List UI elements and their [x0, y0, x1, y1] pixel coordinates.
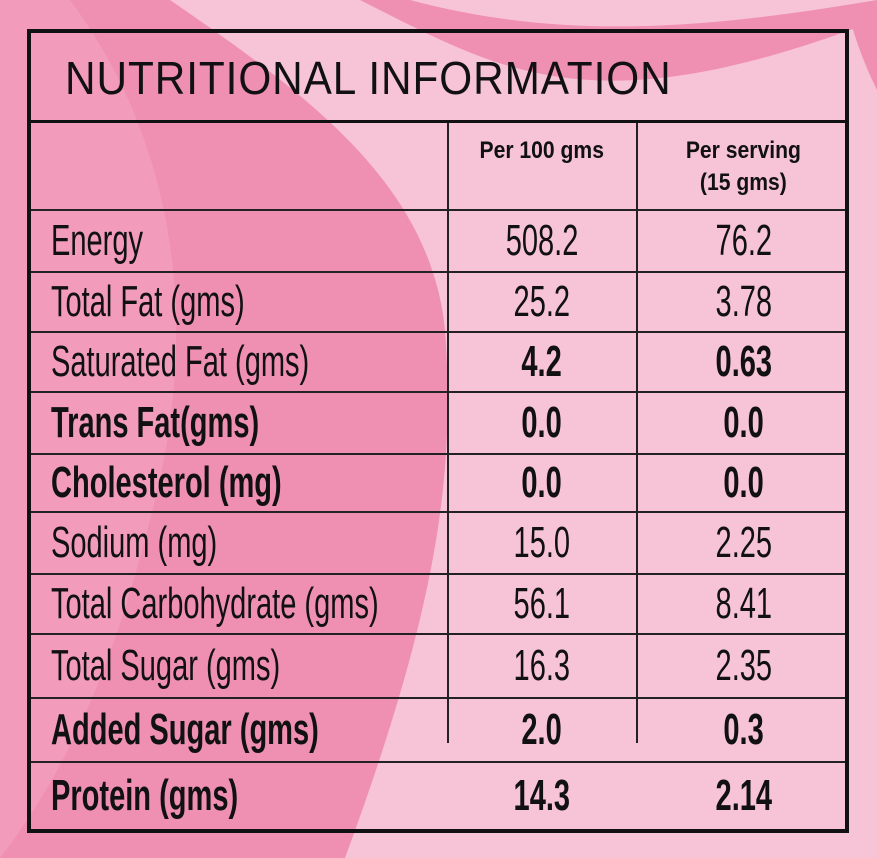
per-100-value-cell: 25.2 — [449, 273, 635, 331]
per-100-value-cell: 508.2 — [449, 211, 635, 271]
per-100-value: 14.3 — [513, 771, 571, 820]
per-100-value: 56.1 — [513, 579, 571, 628]
nutrient-label: Energy — [51, 216, 144, 265]
per-100-value: 0.0 — [521, 398, 563, 447]
nutrient-label-cell: Saturated Fat (gms) — [51, 333, 451, 391]
nutrient-label: Saturated Fat (gms) — [51, 337, 310, 386]
per-serving-value-cell: 3.78 — [638, 273, 849, 331]
column-divider-1 — [447, 123, 449, 743]
per-serving-value: 0.63 — [715, 337, 772, 386]
nutrient-label-cell: Energy — [51, 211, 451, 271]
per-100-value: 2.0 — [521, 705, 563, 754]
nutrient-label: Added Sugar (gms) — [51, 705, 319, 754]
per-serving-value: 8.41 — [715, 579, 772, 628]
per-100-value: 4.2 — [521, 337, 563, 386]
table-row: Total Carbohydrate (gms) 56.1 8.41 — [31, 575, 845, 635]
table-row: Saturated Fat (gms) 4.2 0.63 — [31, 333, 845, 393]
table-row: Sodium (mg) 15.0 2.25 — [31, 513, 845, 575]
per-serving-value-cell: 0.63 — [638, 333, 849, 391]
column-divider-2 — [636, 123, 638, 743]
per-serving-value-cell: 8.41 — [638, 575, 849, 633]
per-serving-value-cell: 2.25 — [638, 513, 849, 573]
table-row: Total Fat (gms) 25.2 3.78 — [31, 273, 845, 333]
per-100-value-cell: 0.0 — [449, 393, 635, 453]
per-serving-value: 2.14 — [715, 771, 772, 820]
per-serving-value: 2.35 — [715, 641, 772, 690]
nutrient-label-cell: Cholesterol (mg) — [51, 455, 451, 511]
nutrient-label: Total Carbohydrate (gms) — [51, 579, 379, 628]
table-row: Total Sugar (gms) 16.3 2.35 — [31, 635, 845, 699]
nutrient-label-cell: Total Carbohydrate (gms) — [51, 575, 451, 633]
per-100-value: 508.2 — [505, 216, 579, 265]
per-100-value-cell: 15.0 — [449, 513, 635, 573]
per-100-value: 16.3 — [513, 641, 571, 690]
nutrient-label: Total Fat (gms) — [51, 277, 245, 326]
nutrient-label: Cholesterol (mg) — [51, 458, 282, 507]
nutrient-label-cell: Trans Fat(gms) — [51, 393, 451, 453]
table-row: Trans Fat(gms) 0.0 0.0 — [31, 393, 845, 455]
per-serving-value: 0.0 — [723, 458, 764, 507]
per-100-value-cell: 14.3 — [449, 763, 635, 829]
nutrient-label: Sodium (mg) — [51, 518, 218, 567]
per-serving-value-cell: 0.3 — [638, 699, 849, 761]
per-serving-value-cell: 76.2 — [638, 211, 849, 271]
per-100-value-cell: 16.3 — [449, 635, 635, 697]
header-per-serving: Per serving (15 gms) — [638, 123, 849, 211]
header-row-divider — [31, 123, 845, 211]
nutrient-label: Trans Fat(gms) — [51, 398, 260, 447]
per-serving-value: 76.2 — [715, 216, 772, 265]
per-serving-value-cell: 0.0 — [638, 393, 849, 453]
per-100-value-cell: 56.1 — [449, 575, 635, 633]
nutrient-label-cell: Sodium (mg) — [51, 513, 451, 573]
nutrient-label: Protein (gms) — [51, 771, 239, 820]
table-row: Protein (gms) 14.3 2.14 — [31, 763, 845, 829]
per-100-value-cell: 4.2 — [449, 333, 635, 391]
per-serving-value: 0.3 — [723, 705, 764, 754]
per-serving-value: 2.25 — [715, 518, 772, 567]
nutrition-table: NUTRITIONAL INFORMATION Per 100 gms Per … — [27, 29, 849, 833]
nutrient-label-cell: Total Fat (gms) — [51, 273, 451, 331]
per-serving-value-cell: 2.14 — [638, 763, 849, 829]
table-row: Energy 508.2 76.2 — [31, 211, 845, 273]
per-serving-value: 3.78 — [715, 277, 772, 326]
header-per-serving-line1: Per serving — [685, 137, 802, 164]
table-row: Cholesterol (mg) 0.0 0.0 — [31, 455, 845, 513]
header-per-100-label: Per 100 gms — [479, 137, 605, 164]
per-100-value: 25.2 — [513, 277, 571, 326]
header-per-100: Per 100 gms — [449, 123, 635, 211]
nutrient-label: Total Sugar (gms) — [51, 641, 281, 690]
nutrient-label-cell: Total Sugar (gms) — [51, 635, 451, 697]
nutrient-label-cell: Protein (gms) — [51, 763, 451, 829]
per-100-value: 0.0 — [521, 458, 563, 507]
header-per-serving-line2: (15 gms) — [700, 169, 787, 196]
per-serving-value-cell: 2.35 — [638, 635, 849, 697]
nutrient-label-cell: Added Sugar (gms) — [51, 699, 451, 761]
per-serving-value: 0.0 — [723, 398, 764, 447]
table-title: NUTRITIONAL INFORMATION — [31, 33, 845, 123]
per-100-value: 15.0 — [513, 518, 571, 567]
per-100-value-cell: 2.0 — [449, 699, 635, 761]
per-serving-value-cell: 0.0 — [638, 455, 849, 511]
table-row: Added Sugar (gms) 2.0 0.3 — [31, 699, 845, 763]
per-100-value-cell: 0.0 — [449, 455, 635, 511]
